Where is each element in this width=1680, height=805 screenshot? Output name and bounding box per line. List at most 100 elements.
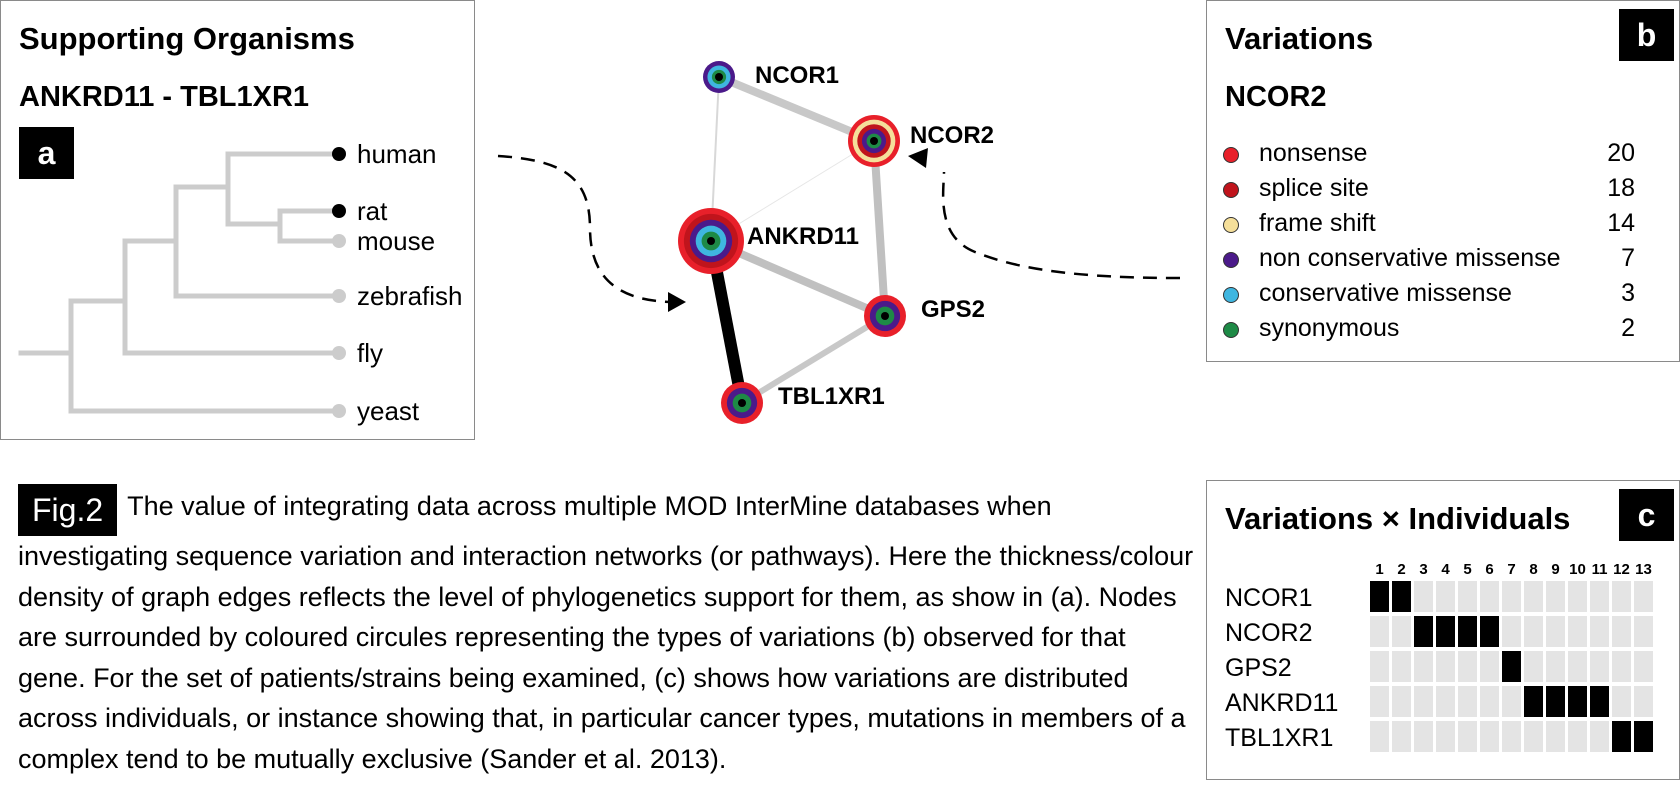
matrix-cell <box>1392 616 1411 647</box>
matrix-cell <box>1370 686 1389 717</box>
individual-label: 10 <box>1569 561 1586 578</box>
variation-count: 3 <box>1621 279 1635 307</box>
individual-label: 7 <box>1507 561 1515 578</box>
matrix-cell <box>1458 686 1477 717</box>
matrix-cell <box>1414 651 1433 682</box>
organism-label-human: human <box>357 139 437 169</box>
matrix-cell <box>1370 581 1389 612</box>
organism-label-rat: rat <box>357 196 388 226</box>
matrix-cell <box>1590 721 1609 752</box>
panel-a-badge: a <box>19 127 74 179</box>
panel-a-subtitle: ANKRD11 - TBL1XR1 <box>19 81 310 113</box>
matrix-cell <box>1392 651 1411 682</box>
variation-label: non conservative missense <box>1259 244 1561 272</box>
node-gps2[interactable] <box>864 295 906 337</box>
variation-row: splice site 18 <box>1207 174 1657 208</box>
organism-label-zebrafish: zebrafish <box>357 281 463 311</box>
matrix-cell <box>1458 651 1477 682</box>
organism-dot-fly <box>332 346 346 360</box>
variation-label: frame shift <box>1259 209 1376 237</box>
panel-c-title: Variations × Individuals <box>1225 501 1571 536</box>
matrix-cell <box>1370 651 1389 682</box>
organism-dot-zebrafish <box>332 289 346 303</box>
matrix-cell <box>1634 616 1653 647</box>
matrix-cell <box>1546 616 1565 647</box>
matrix-cell <box>1502 581 1521 612</box>
matrix-cell <box>1590 651 1609 682</box>
node-ankrd11[interactable] <box>678 208 744 274</box>
node-tbl1xr1[interactable] <box>721 382 763 424</box>
organism-dot-yeast <box>332 404 346 418</box>
variation-label: nonsense <box>1259 139 1368 167</box>
individual-label: 8 <box>1529 561 1537 578</box>
matrix-cell <box>1568 721 1587 752</box>
variation-count: 7 <box>1621 244 1635 272</box>
matrix-cell <box>1480 616 1499 647</box>
individual-label: 11 <box>1592 561 1608 578</box>
arrowhead-left-icon <box>668 292 686 312</box>
matrix-cell <box>1414 721 1433 752</box>
organism-label-mouse: mouse <box>357 226 435 256</box>
matrix-cell <box>1568 581 1587 612</box>
matrix-cell <box>1392 721 1411 752</box>
variation-matrix: 1 2 3 4 5 6 7 8 9 10 11 12 13NCOR1NCOR2GPS2ANKRD11TB… <box>1225 561 1653 752</box>
matrix-cell <box>1634 651 1653 682</box>
matrix-cell <box>1524 651 1543 682</box>
matrix-cell <box>1502 721 1521 752</box>
matrix-cell <box>1568 616 1587 647</box>
matrix-gene-label: TBL1XR1 <box>1225 724 1333 752</box>
matrix-cell <box>1612 721 1631 752</box>
matrix-cell <box>1502 616 1521 647</box>
panel-variations: Variations NCOR2 b nonsense 20 splice site… <box>1206 0 1680 362</box>
node-label-tbl1xr1: TBL1XR1 <box>778 383 885 410</box>
variation-dot-icon <box>1223 287 1239 303</box>
variation-row: frame shift 14 <box>1207 209 1657 243</box>
individual-label: 2 <box>1397 561 1405 578</box>
matrix-cell <box>1436 616 1455 647</box>
matrix-cell <box>1590 686 1609 717</box>
variation-dot-icon <box>1223 182 1239 198</box>
matrix-cell <box>1480 651 1499 682</box>
individual-label: 13 <box>1635 561 1652 578</box>
matrix-cell <box>1634 721 1653 752</box>
individual-label: 3 <box>1419 561 1427 578</box>
figure-caption: Fig.2 The value of integrating data acros… <box>18 484 1198 779</box>
matrix-cell <box>1436 721 1455 752</box>
panel-c-badge: c <box>1619 489 1674 541</box>
matrix-cell <box>1480 686 1499 717</box>
node-label-gps2: GPS2 <box>921 296 985 323</box>
matrix-gene-label: NCOR2 <box>1225 619 1313 647</box>
matrix-cell <box>1612 651 1631 682</box>
organism-dot-mouse <box>332 234 346 248</box>
organism-label-yeast: yeast <box>357 396 420 426</box>
matrix-cell <box>1612 686 1631 717</box>
individual-label: 12 <box>1613 561 1630 578</box>
matrix-cell <box>1436 581 1455 612</box>
individual-label: 4 <box>1441 561 1450 578</box>
figure-label: Fig.2 <box>18 484 118 536</box>
matrix-cell <box>1568 651 1587 682</box>
matrix-cell <box>1612 581 1631 612</box>
variation-dot-icon <box>1223 147 1239 163</box>
matrix-cell <box>1392 686 1411 717</box>
variation-row: conservative missense 3 <box>1207 279 1657 313</box>
node-ncor2[interactable] <box>848 115 900 167</box>
matrix-cell <box>1436 686 1455 717</box>
variation-count: 2 <box>1621 314 1635 342</box>
individual-label: 9 <box>1551 561 1559 578</box>
node-ncor1[interactable] <box>703 61 735 93</box>
matrix-cell <box>1524 581 1543 612</box>
dashed-arrow-left <box>497 154 671 304</box>
panel-b-badge: b <box>1619 9 1674 61</box>
matrix-cell <box>1414 616 1433 647</box>
matrix-cell <box>1414 581 1433 612</box>
organism-label-fly: fly <box>357 338 383 368</box>
individual-label: 5 <box>1463 561 1471 578</box>
matrix-cell <box>1634 686 1653 717</box>
interaction-network: NCOR1 NCOR2 ANKRD11 GPS2 TBL1XR1 <box>497 61 1181 424</box>
variation-label: splice site <box>1259 174 1369 202</box>
variation-label: conservative missense <box>1259 279 1512 307</box>
matrix-cell <box>1502 651 1521 682</box>
panel-b-gene: NCOR2 <box>1225 81 1327 113</box>
edge-ncor1-ncor2 <box>715 73 878 145</box>
